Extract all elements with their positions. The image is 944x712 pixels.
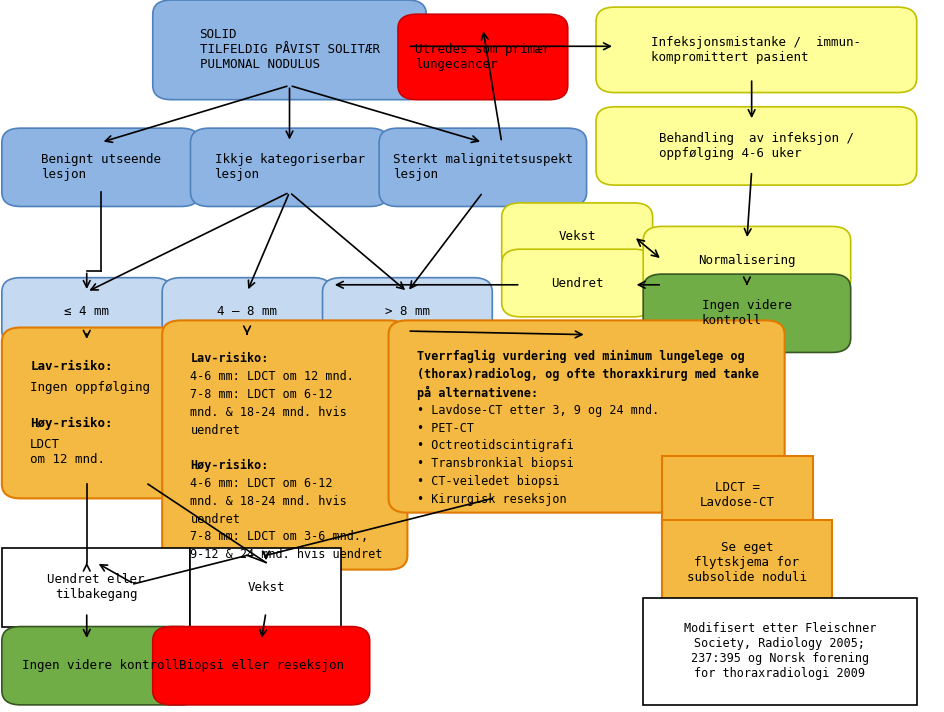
Text: LDCT
om 12 mnd.: LDCT om 12 mnd. bbox=[30, 438, 105, 466]
FancyBboxPatch shape bbox=[153, 627, 369, 705]
Text: (thorax)radiolog, og ofte thoraxkirurg med tanke: (thorax)radiolog, og ofte thoraxkirurg m… bbox=[416, 368, 758, 381]
Text: Sterkt malignitetsuspekt
lesjon: Sterkt malignitetsuspekt lesjon bbox=[393, 153, 572, 182]
FancyBboxPatch shape bbox=[662, 456, 812, 534]
Text: Se eget
flytskjema for
subsolide noduli: Se eget flytskjema for subsolide noduli bbox=[686, 541, 806, 584]
FancyBboxPatch shape bbox=[397, 14, 567, 100]
Text: uendret: uendret bbox=[191, 424, 240, 436]
Text: Ingen videre kontroll: Ingen videre kontroll bbox=[22, 659, 179, 672]
FancyBboxPatch shape bbox=[322, 278, 492, 345]
Text: SOLID
TILFELDIG PÅVIST SOLITÆR
PULMONAL NODULUS: SOLID TILFELDIG PÅVIST SOLITÆR PULMONAL … bbox=[199, 28, 379, 71]
Text: Infeksjonsmistanke /  immun-
kompromittert pasient: Infeksjonsmistanke / immun- kompromitter… bbox=[650, 36, 861, 64]
Text: • PET-CT: • PET-CT bbox=[416, 422, 473, 434]
Text: ≤ 4 mm: ≤ 4 mm bbox=[64, 305, 110, 318]
Text: Høy-risiko:: Høy-risiko: bbox=[30, 417, 112, 429]
Text: 4-6 mm: LDCT om 6-12: 4-6 mm: LDCT om 6-12 bbox=[191, 477, 332, 490]
Text: Vekst: Vekst bbox=[558, 230, 596, 244]
FancyBboxPatch shape bbox=[643, 274, 850, 352]
FancyBboxPatch shape bbox=[643, 226, 850, 294]
Text: 7-8 mm: LDCT om 6-12: 7-8 mm: LDCT om 6-12 bbox=[191, 388, 332, 401]
Text: Høy-risiko:: Høy-risiko: bbox=[191, 459, 269, 472]
Text: 4-6 mm: LDCT om 12 mnd.: 4-6 mm: LDCT om 12 mnd. bbox=[191, 370, 354, 383]
FancyBboxPatch shape bbox=[388, 320, 784, 513]
Text: LDCT =
Lavdose-CT: LDCT = Lavdose-CT bbox=[700, 481, 774, 509]
FancyBboxPatch shape bbox=[2, 128, 200, 206]
Text: Uendret eller
tilbakegang: Uendret eller tilbakegang bbox=[47, 573, 144, 602]
Text: Vekst: Vekst bbox=[247, 581, 284, 594]
Text: Benignt utseende
lesjon: Benignt utseende lesjon bbox=[41, 153, 160, 182]
FancyBboxPatch shape bbox=[501, 249, 652, 317]
Text: Ikkje kategoriserbar
lesjon: Ikkje kategoriserbar lesjon bbox=[214, 153, 364, 182]
Text: 7-8 mm: LDCT om 3-6 mnd.,: 7-8 mm: LDCT om 3-6 mnd., bbox=[191, 530, 368, 543]
FancyBboxPatch shape bbox=[596, 107, 916, 185]
Text: Modifisert etter Fleischner
Society, Radiology 2005;
237:395 og Norsk forening
f: Modifisert etter Fleischner Society, Rad… bbox=[683, 622, 875, 681]
Text: Lav-risiko:: Lav-risiko: bbox=[191, 352, 269, 365]
Text: på alternativene:: på alternativene: bbox=[416, 386, 537, 400]
FancyBboxPatch shape bbox=[2, 548, 191, 627]
Text: uendret: uendret bbox=[191, 513, 240, 525]
Text: mnd. & 18-24 mnd. hvis: mnd. & 18-24 mnd. hvis bbox=[191, 495, 346, 508]
Text: 4 – 8 mm: 4 – 8 mm bbox=[217, 305, 277, 318]
Text: Biopsi eller reseksjon: Biopsi eller reseksjon bbox=[178, 659, 344, 672]
Text: mnd. & 18-24 mnd. hvis: mnd. & 18-24 mnd. hvis bbox=[191, 406, 346, 419]
Text: • CT-veiledet biopsi: • CT-veiledet biopsi bbox=[416, 475, 559, 488]
FancyBboxPatch shape bbox=[2, 328, 200, 498]
Text: 9-12 & 24 mnd. hvis uendret: 9-12 & 24 mnd. hvis uendret bbox=[191, 548, 382, 561]
FancyBboxPatch shape bbox=[191, 128, 388, 206]
Text: • Octreotidscintigrafi: • Octreotidscintigrafi bbox=[416, 439, 573, 452]
Text: Ingen videre
kontroll: Ingen videre kontroll bbox=[701, 299, 791, 328]
Text: Lav-risiko:: Lav-risiko: bbox=[30, 360, 112, 372]
FancyBboxPatch shape bbox=[596, 7, 916, 93]
Text: • Kirurgisk reseksjon: • Kirurgisk reseksjon bbox=[416, 493, 565, 506]
Text: • Lavdose-CT etter 3, 9 og 24 mnd.: • Lavdose-CT etter 3, 9 og 24 mnd. bbox=[416, 404, 658, 417]
Text: > 8 mm: > 8 mm bbox=[384, 305, 430, 318]
FancyBboxPatch shape bbox=[162, 320, 407, 570]
FancyBboxPatch shape bbox=[662, 520, 831, 605]
Text: Uendret: Uendret bbox=[550, 276, 603, 290]
FancyBboxPatch shape bbox=[501, 203, 652, 271]
Text: Utredes som primær
lungecancer: Utredes som primær lungecancer bbox=[415, 43, 549, 71]
FancyBboxPatch shape bbox=[2, 278, 172, 345]
FancyBboxPatch shape bbox=[379, 128, 586, 206]
FancyBboxPatch shape bbox=[162, 278, 331, 345]
Text: Normalisering: Normalisering bbox=[698, 253, 795, 267]
Text: • Transbronkial biopsi: • Transbronkial biopsi bbox=[416, 457, 573, 470]
FancyBboxPatch shape bbox=[153, 0, 426, 100]
Text: Ingen oppfølging: Ingen oppfølging bbox=[30, 381, 150, 394]
FancyBboxPatch shape bbox=[191, 548, 341, 627]
FancyBboxPatch shape bbox=[643, 598, 916, 705]
Text: Tverrfaglig vurdering ved minimum lungelege og: Tverrfaglig vurdering ved minimum lungel… bbox=[416, 350, 744, 363]
Text: Behandling  av infeksjon /
oppfølging 4-6 uker: Behandling av infeksjon / oppfølging 4-6… bbox=[658, 132, 853, 160]
FancyBboxPatch shape bbox=[2, 627, 200, 705]
